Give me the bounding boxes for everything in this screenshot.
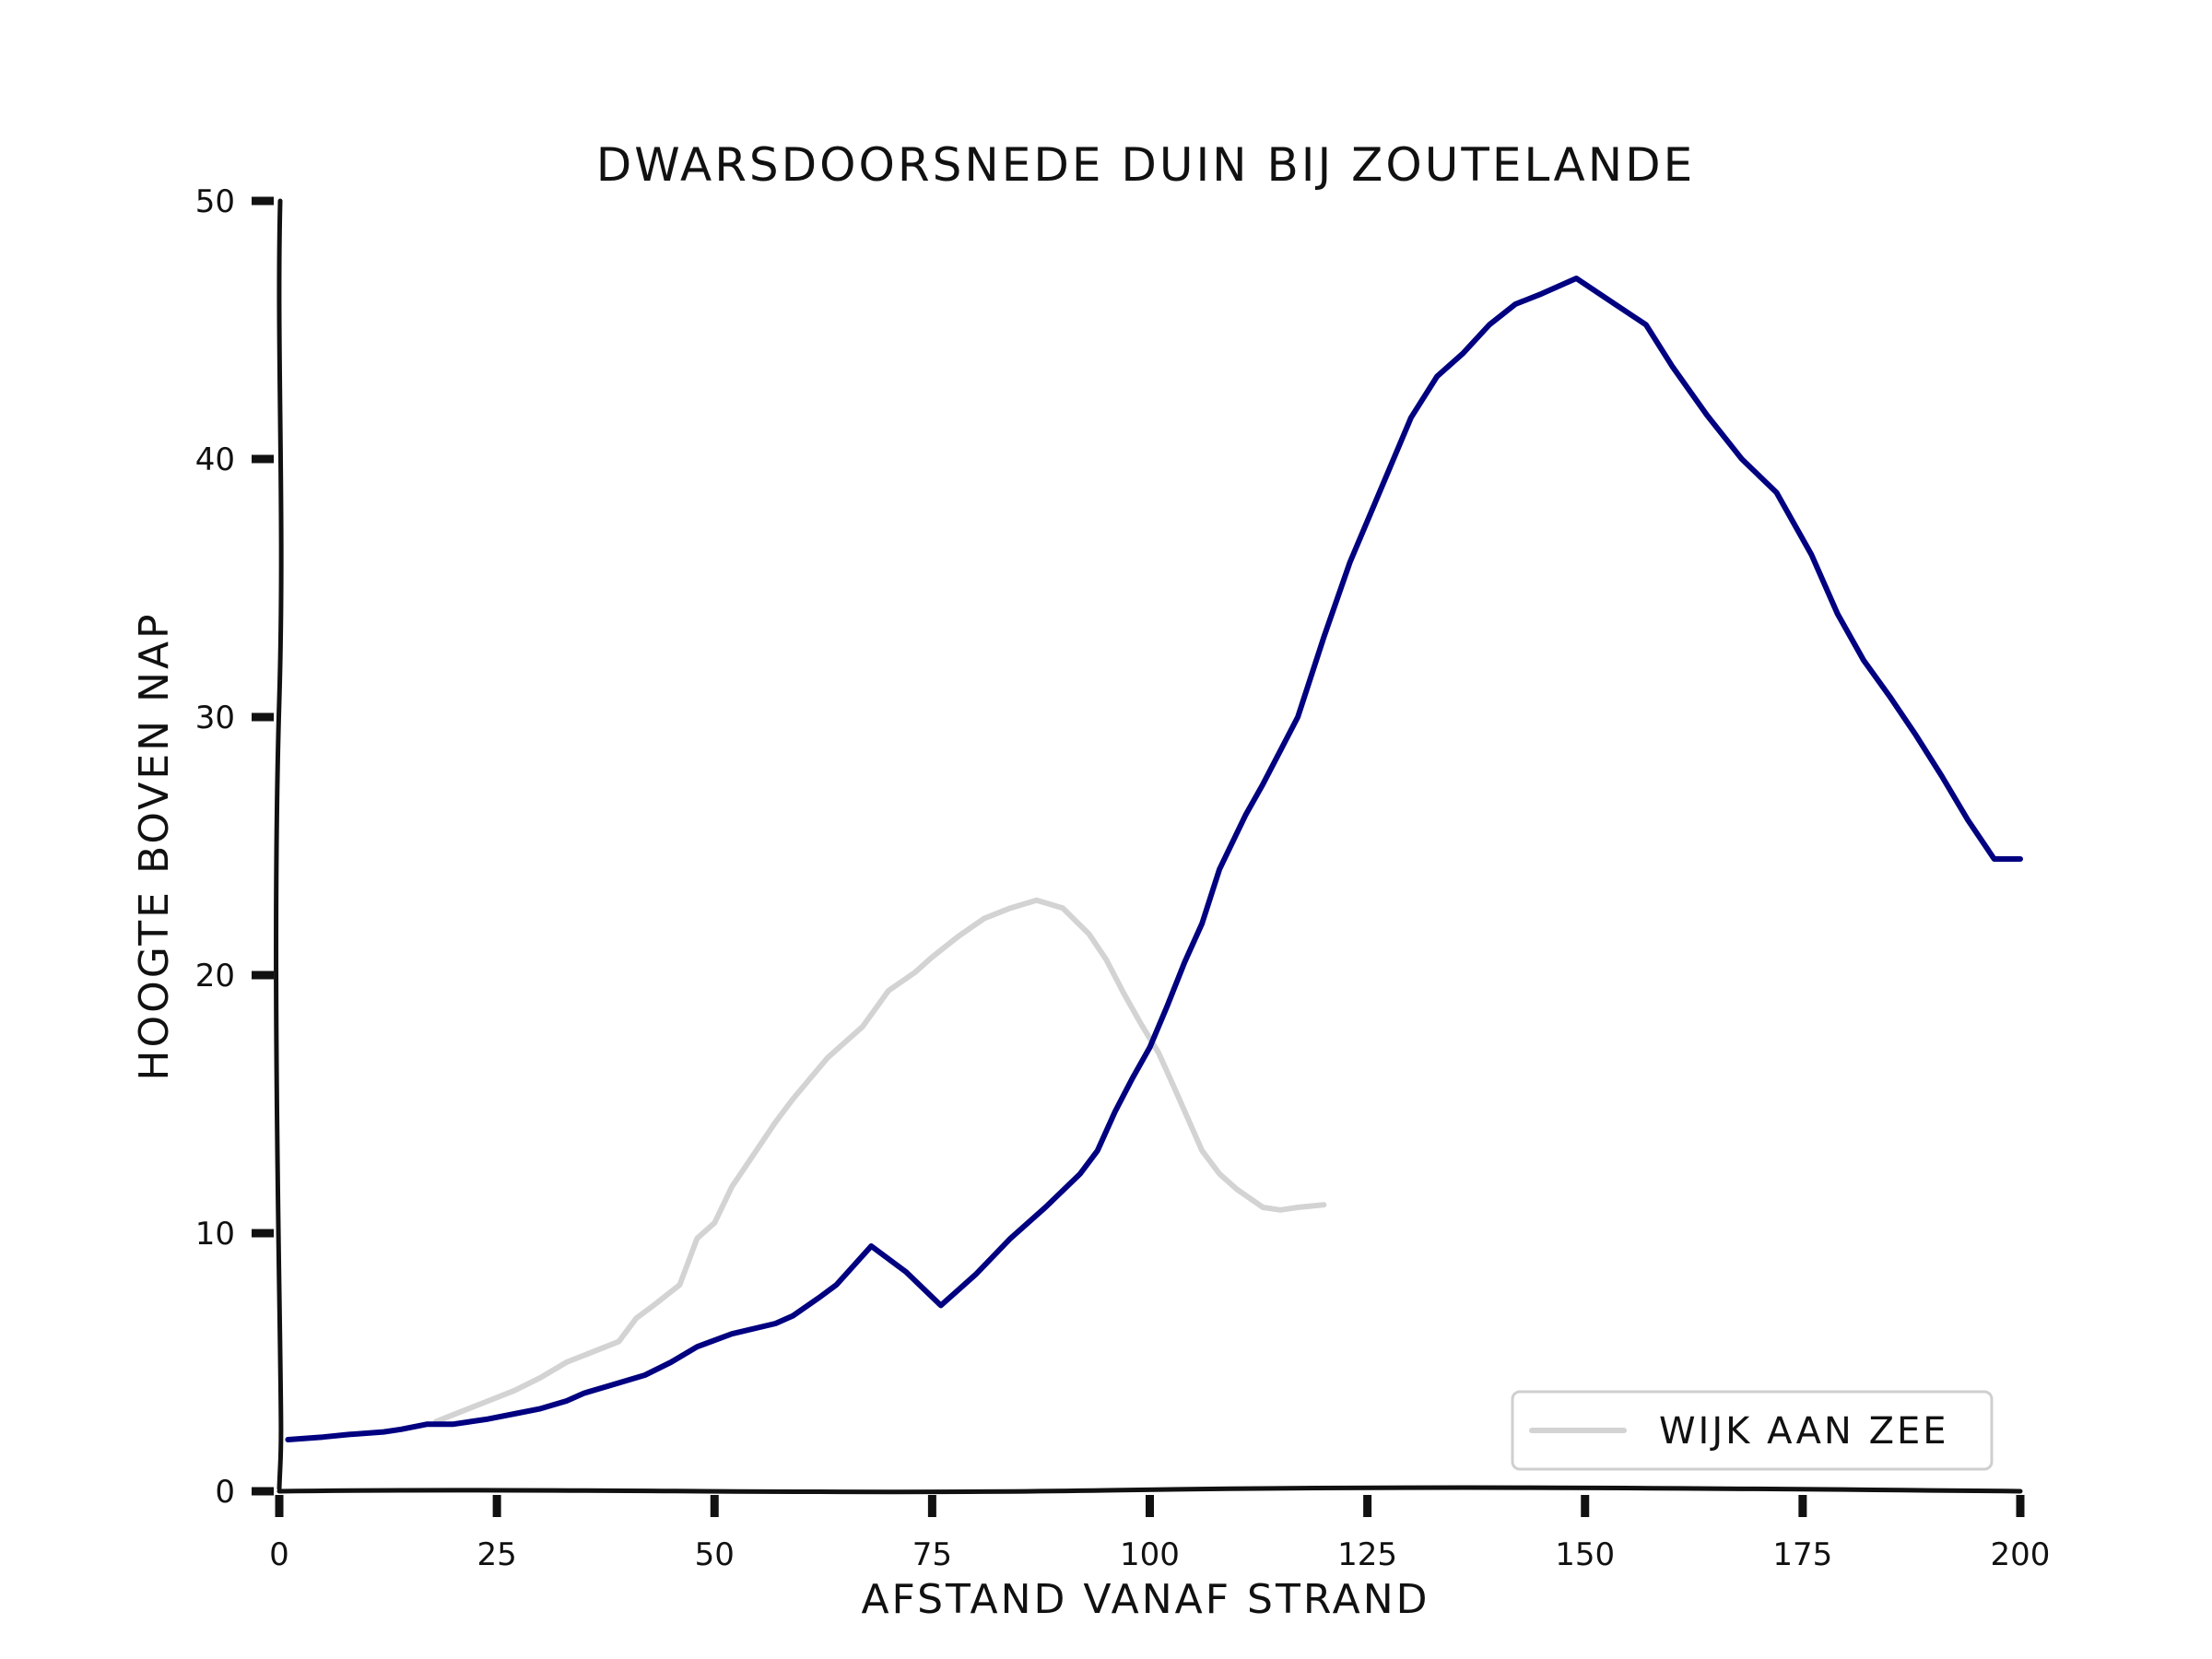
x-axis-line [276, 1485, 2023, 1495]
x-tick-label-0: 0 [269, 1536, 289, 1573]
ticks: 0 25 50 75 100 125 150 175 200 0 10 20 30 40 50 [195, 183, 2051, 1573]
y-tick-label-40: 40 [195, 441, 235, 478]
y-axis-label: HOOGTE BOVEN NAP [131, 611, 178, 1080]
legend-box [1511, 1390, 1994, 1471]
x-axis-label: AFSTAND VANAF STRAND [861, 1576, 1430, 1623]
x-tick-label-100: 100 [1120, 1536, 1180, 1573]
chart-title: DWARSDOORSNEDE DUIN BIJ ZOUTELANDE [596, 138, 1695, 192]
x-tick-label-150: 150 [1555, 1536, 1615, 1573]
y-tick-label-0: 0 [215, 1474, 235, 1511]
series-line-wijk-aan-zee [433, 897, 1327, 1425]
y-tick-label-30: 30 [195, 700, 235, 736]
axes [274, 198, 2023, 1495]
x-tick-label-25: 25 [477, 1536, 516, 1573]
x-tick-label-125: 125 [1337, 1536, 1397, 1573]
x-tick-label-50: 50 [695, 1536, 735, 1573]
series-line-zoutelande-profile [285, 276, 2023, 1442]
series-layer [285, 276, 2023, 1442]
y-tick-label-20: 20 [195, 958, 235, 994]
y-tick-label-10: 10 [195, 1216, 235, 1253]
y-tick-label-50: 50 [195, 183, 235, 220]
y-axis-line [274, 198, 284, 1491]
x-tick-label-175: 175 [1772, 1536, 1832, 1573]
legend: WIJK AAN ZEE [1511, 1390, 1994, 1471]
x-tick-label-200: 200 [1991, 1536, 2051, 1573]
legend-label-wijk-aan-zee: WIJK AAN ZEE [1659, 1410, 1949, 1453]
x-tick-label-75: 75 [912, 1536, 952, 1573]
